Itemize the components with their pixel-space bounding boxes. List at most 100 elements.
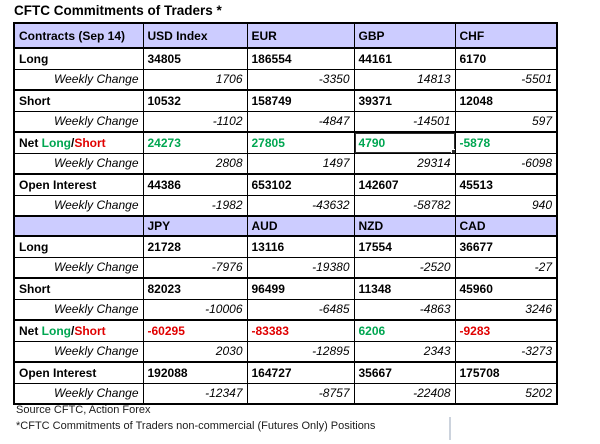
row-label-open-interest[interactable]: Open Interest [13,173,144,196]
cell-long-aud[interactable]: 13116 [246,235,355,258]
cell-long-gbp[interactable]: 44161 [353,47,456,70]
cell-short-wc-aud[interactable]: -6485 [246,298,355,321]
cell-short-aud[interactable]: 96499 [246,277,355,300]
header-cad[interactable]: CAD [454,215,558,237]
net-label-prefix: Net [19,135,42,150]
cell-oi-nzd[interactable]: 35667 [353,361,456,384]
cell-net-wc-chf[interactable]: -6098 [454,152,558,175]
net-label-short: Short [74,323,106,338]
cell-net-wc-cad[interactable]: -3273 [454,340,558,363]
header-blank[interactable] [13,215,144,237]
cell-oi-wc-chf[interactable]: 940 [454,194,558,217]
cell-short-eur[interactable]: 158749 [246,89,355,112]
cell-short-wc-gbp[interactable]: -14501 [353,110,456,133]
row-label-weekly-change[interactable]: Weekly Change [13,298,144,321]
cell-net-eur[interactable]: 27805 [246,131,355,154]
cell-oi-jpy[interactable]: 192088 [142,361,248,384]
cell-net-cad[interactable]: -9283 [454,319,558,342]
cell-short-wc-eur[interactable]: -4847 [246,110,355,133]
header-usd-index[interactable]: USD Index [142,22,248,49]
cell-net-wc-jpy[interactable]: 2030 [142,340,248,363]
row-label-long[interactable]: Long [13,47,144,70]
row-label-net[interactable]: Net Long/Short [13,131,144,154]
cell-oi-aud[interactable]: 164727 [246,361,355,384]
cell-oi-wc-jpy[interactable]: -12347 [142,382,248,405]
header-contracts[interactable]: Contracts (Sep 14) [13,22,144,49]
net-label-prefix: Net [19,323,42,338]
header-nzd[interactable]: NZD [353,215,456,237]
cell-oi-eur[interactable]: 653102 [246,173,355,196]
cell-oi-gbp[interactable]: 142607 [353,173,456,196]
net-label-short: Short [74,135,106,150]
cell-short-jpy[interactable]: 82023 [142,277,248,300]
cell-short-gbp[interactable]: 39371 [353,89,456,112]
cell-net-aud[interactable]: -83383 [246,319,355,342]
cell-long-wc-cad[interactable]: -27 [454,256,558,279]
cell-oi-wc-cad[interactable]: 5202 [454,382,558,405]
cell-net-wc-eur[interactable]: 1497 [246,152,355,175]
cell-short-usd[interactable]: 10532 [142,89,248,112]
cell-long-wc-gbp[interactable]: 14813 [353,68,456,91]
cell-long-chf[interactable]: 6170 [454,47,558,70]
cell-net-wc-nzd[interactable]: 2343 [353,340,456,363]
row-net-1: Net Long/Short 24273 27805 4790 -5878 [13,131,558,154]
row-label-open-interest[interactable]: Open Interest [13,361,144,384]
cell-long-wc-nzd[interactable]: -2520 [353,256,456,279]
row-label-weekly-change[interactable]: Weekly Change [13,152,144,175]
cell-short-wc-usd[interactable]: -1102 [142,110,248,133]
header-chf[interactable]: CHF [454,22,558,49]
cell-long-wc-eur[interactable]: -3350 [246,68,355,91]
row-label-weekly-change[interactable]: Weekly Change [13,340,144,363]
row-label-short[interactable]: Short [13,89,144,112]
cell-oi-wc-usd[interactable]: -1982 [142,194,248,217]
header-gbp[interactable]: GBP [353,22,456,49]
row-label-short[interactable]: Short [13,277,144,300]
cell-short-wc-nzd[interactable]: -4863 [353,298,456,321]
cell-net-jpy[interactable]: -60295 [142,319,248,342]
cell-short-nzd[interactable]: 11348 [353,277,456,300]
header-row-1: Contracts (Sep 14) USD Index EUR GBP CHF [13,22,558,49]
cell-long-jpy[interactable]: 21728 [142,235,248,258]
cell-net-wc-usd[interactable]: 2808 [142,152,248,175]
cell-long-wc-chf[interactable]: -5501 [454,68,558,91]
cell-net-nzd[interactable]: 6206 [353,319,456,342]
row-long-1: Long 34805 186554 44161 6170 [13,47,558,70]
cell-oi-wc-eur[interactable]: -43632 [246,194,355,217]
row-label-weekly-change[interactable]: Weekly Change [13,256,144,279]
cell-short-wc-chf[interactable]: 597 [454,110,558,133]
cell-net-wc-gbp[interactable]: 29314 [353,152,456,175]
cell-net-chf[interactable]: -5878 [454,131,558,154]
row-label-net[interactable]: Net Long/Short [13,319,144,342]
cell-short-wc-jpy[interactable]: -10006 [142,298,248,321]
cell-long-cad[interactable]: 36677 [454,235,558,258]
header-eur[interactable]: EUR [246,22,355,49]
row-label-weekly-change[interactable]: Weekly Change [13,194,144,217]
row-short-1: Short 10532 158749 39371 12048 [13,89,558,112]
cell-long-wc-jpy[interactable]: -7976 [142,256,248,279]
cell-net-wc-aud[interactable]: -12895 [246,340,355,363]
cell-oi-wc-gbp[interactable]: -58782 [353,194,456,217]
header-aud[interactable]: AUD [246,215,355,237]
cell-long-usd[interactable]: 34805 [142,47,248,70]
cell-short-chf[interactable]: 12048 [454,89,558,112]
gridline-artifact [449,417,451,440]
cell-short-wc-cad[interactable]: 3246 [454,298,558,321]
cell-oi-usd[interactable]: 44386 [142,173,248,196]
cell-short-cad[interactable]: 45960 [454,277,558,300]
cell-oi-wc-nzd[interactable]: -22408 [353,382,456,405]
cell-net-gbp-selected[interactable]: 4790 [353,131,456,154]
row-label-weekly-change[interactable]: Weekly Change [13,68,144,91]
cell-long-eur[interactable]: 186554 [246,47,355,70]
cell-long-wc-aud[interactable]: -19380 [246,256,355,279]
cell-long-wc-usd[interactable]: 1706 [142,68,248,91]
header-jpy[interactable]: JPY [142,215,248,237]
cell-net-usd[interactable]: 24273 [142,131,248,154]
row-label-weekly-change[interactable]: Weekly Change [13,382,144,405]
row-label-long[interactable]: Long [13,235,144,258]
cell-oi-wc-aud[interactable]: -8757 [246,382,355,405]
cell-oi-chf[interactable]: 45513 [454,173,558,196]
cell-oi-cad[interactable]: 175708 [454,361,558,384]
row-label-weekly-change[interactable]: Weekly Change [13,110,144,133]
cell-long-nzd[interactable]: 17554 [353,235,456,258]
